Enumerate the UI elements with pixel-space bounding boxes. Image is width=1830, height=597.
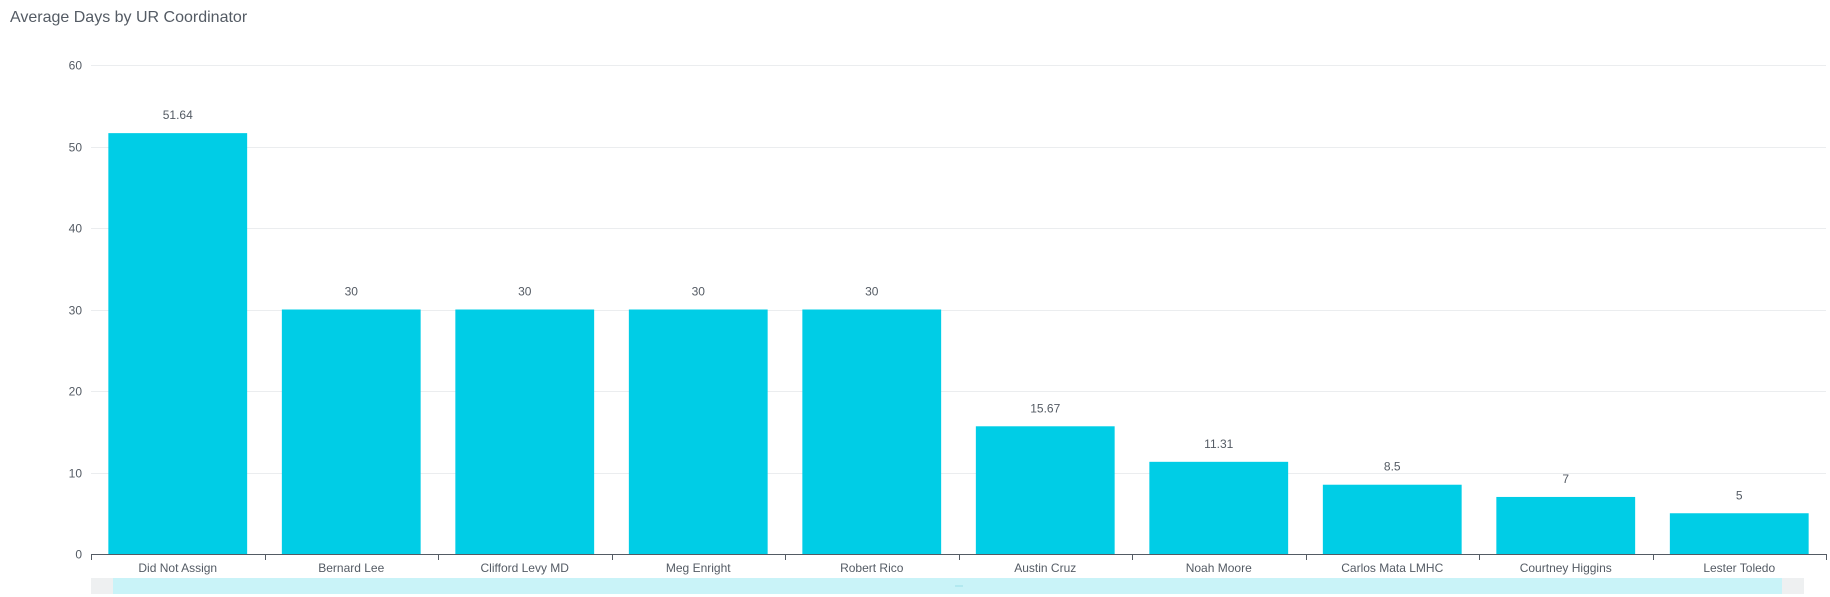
y-tick-label: 0 xyxy=(75,548,82,562)
bar[interactable] xyxy=(802,309,942,555)
bar[interactable] xyxy=(455,309,595,555)
scrollbar-thumb[interactable] xyxy=(113,578,1782,594)
y-tick-label: 60 xyxy=(69,59,83,73)
data-label: 5 xyxy=(1736,488,1743,502)
data-label: 30 xyxy=(345,285,359,299)
data-label: 7 xyxy=(1562,472,1569,486)
x-tick-label: Clifford Levy MD xyxy=(481,561,570,575)
x-tick-label: Lester Toledo xyxy=(1703,561,1775,575)
bar[interactable] xyxy=(108,133,248,554)
y-tick-label: 30 xyxy=(69,304,83,318)
x-tick-label: Bernard Lee xyxy=(318,561,384,575)
bar[interactable] xyxy=(975,426,1115,554)
bar[interactable] xyxy=(1149,461,1289,554)
data-label: 30 xyxy=(692,285,706,299)
bar[interactable] xyxy=(281,309,421,555)
x-tick-label: Courtney Higgins xyxy=(1520,561,1612,575)
data-label: 30 xyxy=(518,285,532,299)
data-label: 15.67 xyxy=(1030,401,1060,415)
x-tick-label: Austin Cruz xyxy=(1014,561,1076,575)
x-tick-label: Noah Moore xyxy=(1186,561,1252,575)
x-tick-label: Did Not Assign xyxy=(138,561,217,575)
y-tick-label: 20 xyxy=(69,385,83,399)
bar[interactable] xyxy=(1669,513,1809,554)
bar[interactable] xyxy=(1322,484,1462,554)
y-tick-label: 50 xyxy=(69,141,83,155)
bar[interactable] xyxy=(1496,496,1636,554)
data-label: 8.5 xyxy=(1384,460,1401,474)
data-label: 51.64 xyxy=(163,108,193,122)
y-tick-label: 40 xyxy=(69,222,83,236)
y-tick-label: 10 xyxy=(69,467,83,481)
data-label: 11.31 xyxy=(1204,437,1233,451)
data-label: 30 xyxy=(865,285,879,299)
x-tick-label: Meg Enright xyxy=(666,561,731,575)
x-tick-label: Carlos Mata LMHC xyxy=(1341,561,1443,575)
chart-title: Average Days by UR Coordinator xyxy=(10,9,248,26)
x-tick-label: Robert Rico xyxy=(840,561,904,575)
bar[interactable] xyxy=(628,309,768,555)
